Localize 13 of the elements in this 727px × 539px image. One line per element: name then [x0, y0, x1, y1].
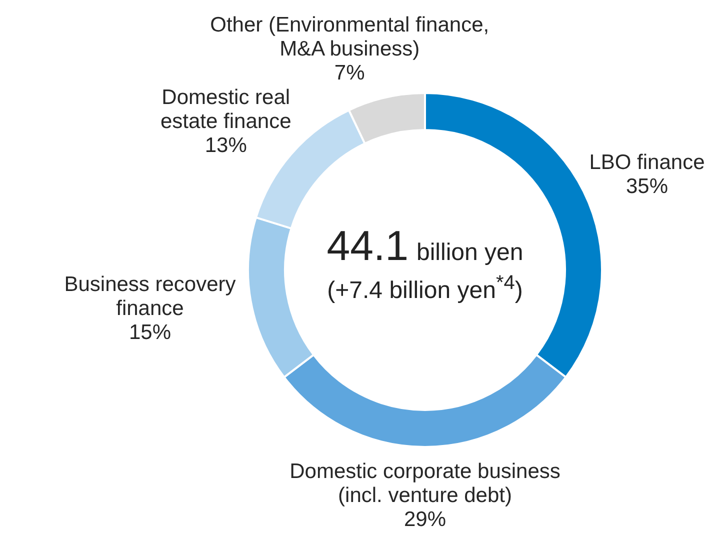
slice-label: LBO finance	[589, 150, 705, 174]
slice-label: Domestic real estate finance	[160, 86, 292, 133]
text: billion yen	[416, 239, 524, 266]
data-label: 29%	[404, 508, 446, 531]
slice-label: Business recovery finance	[64, 273, 236, 320]
text: 44.1	[326, 222, 408, 269]
data-label: 7%	[334, 62, 365, 85]
slice-label: Domestic corporate business (incl. venture debt)	[290, 460, 560, 507]
data-label: 15%	[128, 321, 172, 344]
data-label: 13%	[204, 134, 247, 157]
data-label: 35%	[626, 174, 668, 198]
slice-label: Other (Environmental finance, M&A business)	[210, 14, 490, 61]
text: (+7.4 billion yen$^{*4}$)	[326, 272, 524, 305]
